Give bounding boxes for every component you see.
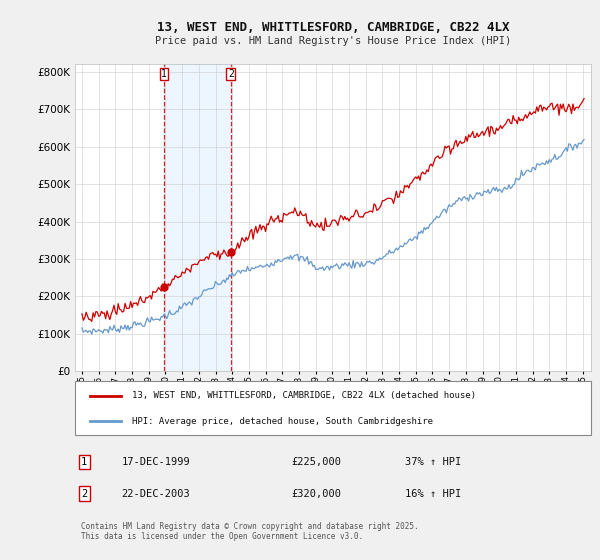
Text: 16% ↑ HPI: 16% ↑ HPI <box>405 489 461 498</box>
Bar <box>164 64 231 371</box>
Text: 2: 2 <box>228 69 234 79</box>
Text: 1: 1 <box>161 69 167 79</box>
Text: 17-DEC-1999: 17-DEC-1999 <box>121 457 190 467</box>
Text: 22-DEC-2003: 22-DEC-2003 <box>121 489 190 498</box>
Text: 2: 2 <box>81 489 88 498</box>
Text: 37% ↑ HPI: 37% ↑ HPI <box>405 457 461 467</box>
Text: 1: 1 <box>81 457 88 467</box>
Text: £225,000: £225,000 <box>292 457 342 467</box>
Text: 13, WEST END, WHITTLESFORD, CAMBRIDGE, CB22 4LX: 13, WEST END, WHITTLESFORD, CAMBRIDGE, C… <box>157 21 509 34</box>
FancyBboxPatch shape <box>75 381 591 435</box>
Text: HPI: Average price, detached house, South Cambridgeshire: HPI: Average price, detached house, Sout… <box>132 417 433 426</box>
Text: 13, WEST END, WHITTLESFORD, CAMBRIDGE, CB22 4LX (detached house): 13, WEST END, WHITTLESFORD, CAMBRIDGE, C… <box>132 391 476 400</box>
Text: Price paid vs. HM Land Registry's House Price Index (HPI): Price paid vs. HM Land Registry's House … <box>155 36 511 46</box>
Text: Contains HM Land Registry data © Crown copyright and database right 2025.
This d: Contains HM Land Registry data © Crown c… <box>81 521 419 541</box>
Text: £320,000: £320,000 <box>292 489 342 498</box>
